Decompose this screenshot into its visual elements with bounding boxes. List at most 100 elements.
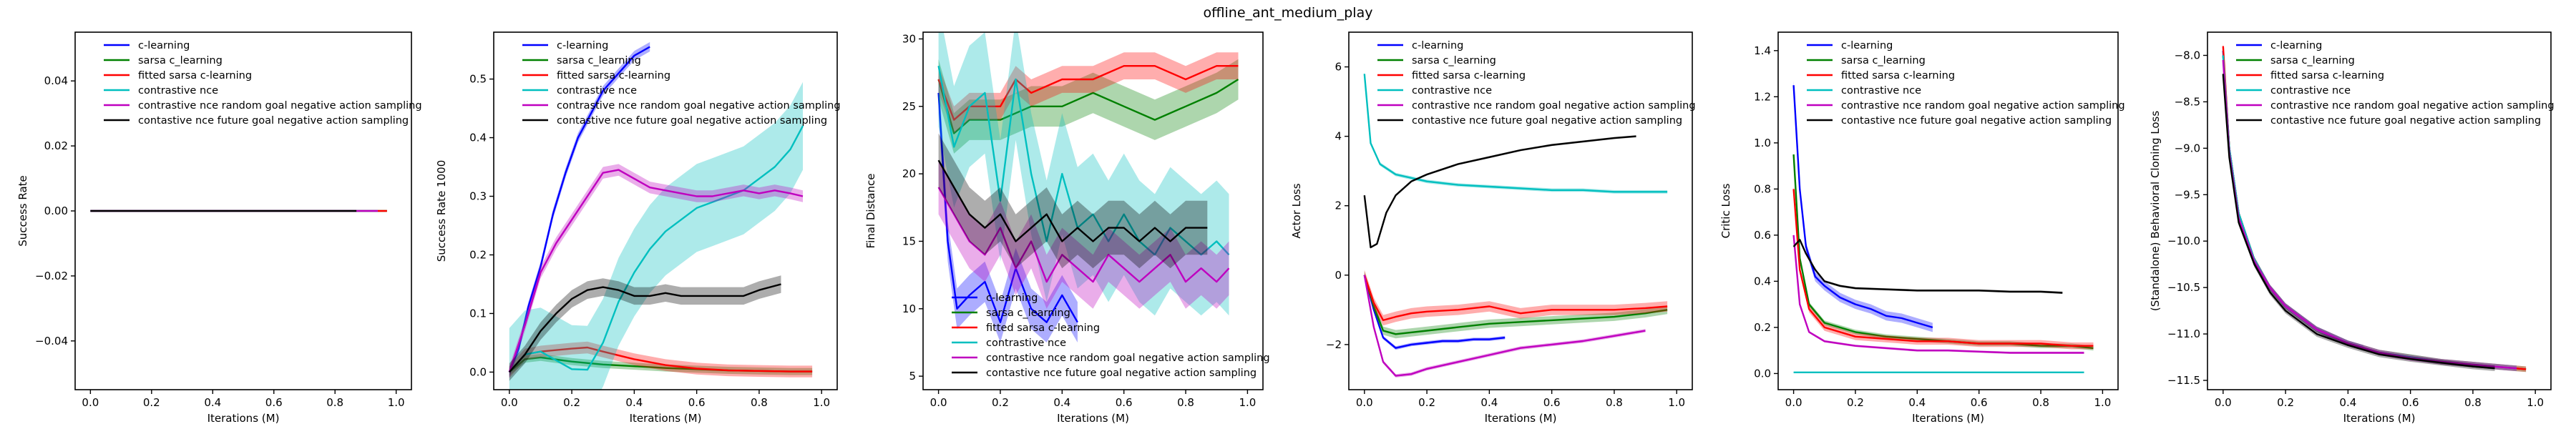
x-tick-label: 0.4 [204, 396, 221, 409]
series-line-1 [508, 46, 650, 373]
y-tick-label: −8.5 [2175, 95, 2200, 108]
y-axis-label: Success Rate [16, 175, 29, 247]
legend-label: contrastive nce random goal negative act… [138, 100, 422, 112]
x-tick-label: 0.0 [1356, 396, 1373, 409]
y-tick-label: 10 [902, 302, 916, 315]
x-tick-label: 0.6 [1971, 396, 1988, 409]
y-tick-label: 1.2 [1754, 90, 1771, 103]
series-band-2 [938, 59, 1239, 154]
series-line-4 [937, 65, 1230, 256]
legend-label: contrastive nce random goal negative act… [1412, 100, 1696, 112]
y-tick-label: −9.0 [2175, 142, 2200, 154]
series-band-6 [1793, 238, 2063, 295]
series-band-5 [509, 164, 803, 378]
legend-label: sarsa c_learning [557, 55, 641, 66]
x-axis-label: Iterations (M) [1485, 412, 1557, 425]
y-tick-label: 0.00 [44, 204, 68, 217]
y-tick-label: 0.4 [469, 132, 487, 144]
series-band-1 [938, 72, 1078, 342]
legend-label: contrastive nce random goal negative act… [2270, 100, 2555, 112]
x-axis-label: Iterations (M) [630, 412, 702, 425]
y-tick-label: 1.0 [1754, 137, 1771, 149]
x-tick-label: 0.0 [82, 396, 99, 409]
legend-label: fitted sarsa c-learning [1841, 70, 1955, 82]
legend-label: contrastive nce [986, 337, 1066, 349]
x-tick-label: 0.8 [326, 396, 343, 409]
plot-area [1792, 80, 2094, 373]
legend-label: contastive nce future goal negative acti… [557, 115, 827, 127]
y-axis-label: Success Rate 1000 [435, 160, 448, 262]
series-band-3 [2223, 43, 2527, 373]
axes-frame [922, 31, 1264, 390]
x-axis-label: Iterations (M) [1912, 412, 1984, 425]
y-tick-label: 1.4 [1754, 44, 1771, 57]
legend-label: c-learning [1412, 40, 1463, 51]
series-line-6 [1363, 135, 1636, 249]
legend-label: contastive nce future goal negative acti… [986, 368, 1257, 379]
legend-label: contrastive nce [1841, 85, 1921, 97]
x-tick-label: 0.4 [1053, 396, 1070, 409]
legend-label: c-learning [557, 40, 608, 51]
x-tick-label: 1.0 [2527, 396, 2544, 409]
x-tick-label: 0.6 [1116, 396, 1133, 409]
legend-label: c-learning [138, 40, 190, 51]
y-tick-label: −0.02 [35, 270, 68, 282]
subplot-1: 0.0 0.2 0.4 0.6 0.8 1.0 −0.04 −0.02 0.00 0.02 0.04… [16, 31, 422, 425]
y-tick-label: 0.4 [1754, 275, 1771, 287]
x-tick-label: 0.8 [2464, 396, 2482, 409]
y-tick-label: 25 [902, 100, 916, 113]
legend-label: contastive nce future goal negative acti… [1412, 115, 1682, 127]
x-tick-label: 0.6 [1543, 396, 1561, 409]
legend-label: sarsa c_learning [986, 307, 1070, 319]
y-tick-label: 0.0 [469, 365, 487, 378]
x-tick-label: 0.2 [1418, 396, 1435, 409]
series-line-5 [1792, 235, 2084, 354]
series-band-5 [938, 160, 1229, 309]
y-axis-label: Critic Loss [1719, 183, 1732, 238]
legend-label: contrastive nce random goal negative act… [557, 100, 841, 112]
series-band-6 [938, 133, 1208, 269]
y-tick-label: 0.04 [44, 74, 68, 87]
subplots: 0.0 0.2 0.4 0.6 0.8 1.0−0.04−0.020.000.020.04… [16, 31, 2555, 425]
x-tick-label: 0.6 [2402, 396, 2419, 409]
y-tick-label: −0.04 [35, 335, 68, 347]
plot-area [2222, 43, 2527, 373]
subplot-6: 0.0 0.2 0.4 0.6 0.8 1.0 −11.5 −11.0 −10.5 −10.0 −9… [2149, 31, 2555, 425]
series-line-5 [2222, 59, 2517, 370]
legend-label: fitted sarsa c-learning [138, 70, 252, 82]
y-tick-label: 0.8 [1754, 182, 1771, 195]
series-line-4 [1363, 74, 1668, 193]
y-tick-label: −9.5 [2175, 188, 2200, 201]
x-tick-label: 0.2 [2277, 396, 2294, 409]
series-line-2 [1792, 154, 2094, 350]
subplot-3: 0.0 0.2 0.4 0.6 0.8 1.0 5 10 15 20 25 30 Iterations … [864, 31, 1270, 425]
y-tick-label: 0.0 [1754, 367, 1771, 380]
series-line-2 [937, 78, 1239, 134]
series-band-3 [938, 52, 1239, 134]
series-line-6 [2222, 74, 2495, 370]
series-line-1 [1792, 85, 1933, 329]
y-tick-label: 6 [1335, 61, 1342, 74]
y-tick-label: 0 [1335, 269, 1342, 282]
y-tick-label: 0.02 [44, 139, 68, 152]
series-line-5 [508, 169, 804, 373]
y-tick-label: 4 [1335, 130, 1342, 143]
series-line-6 [1792, 239, 2063, 294]
axes-frame [1777, 31, 2119, 390]
y-tick-label: 0.3 [469, 190, 487, 203]
y-tick-label: 0.5 [469, 73, 487, 86]
x-tick-label: 0.0 [2215, 396, 2232, 409]
legend-label: fitted sarsa c-learning [1412, 70, 1526, 82]
x-tick-label: 0.4 [625, 396, 643, 409]
x-tick-label: 1.0 [1668, 396, 1685, 409]
y-axis-label: (Standalone) Behavioral Cloning Loss [2149, 111, 2162, 311]
y-tick-label: 2 [1335, 199, 1342, 212]
axes-frame [493, 31, 838, 390]
y-tick-label: 0.2 [1754, 321, 1771, 334]
series-line-1 [937, 92, 1078, 323]
axes-frame [1348, 31, 1693, 390]
x-tick-label: 0.6 [688, 396, 706, 409]
y-tick-label: −10.0 [2167, 235, 2200, 247]
legend-label: contastive nce future goal negative acti… [138, 115, 409, 127]
